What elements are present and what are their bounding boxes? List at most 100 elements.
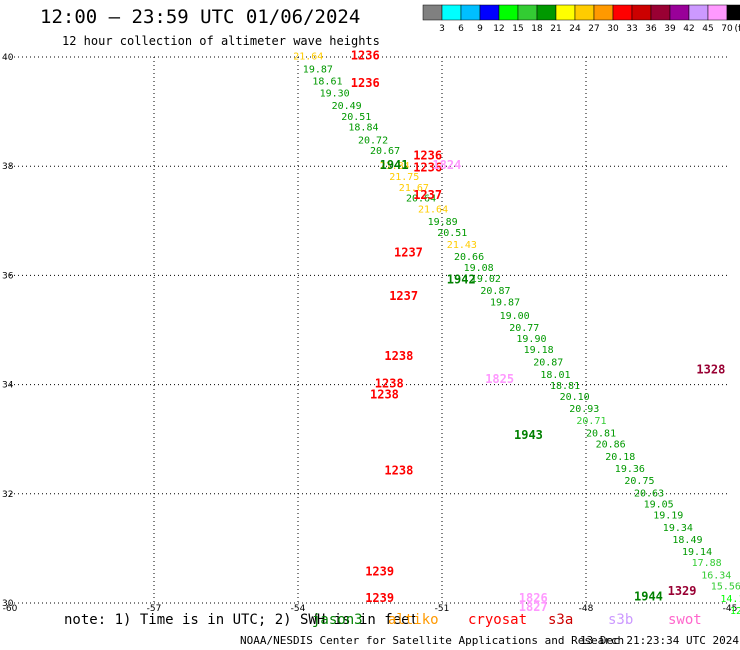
track-time-label: 1238 xyxy=(384,464,413,478)
wave-height-label: 20.81 xyxy=(586,428,616,439)
sat-swot: swot xyxy=(668,612,702,628)
colorbar-swatch xyxy=(707,4,728,21)
wave-height-label: 20.63 xyxy=(634,489,664,500)
sat-altiko: altiko xyxy=(388,612,439,628)
colorbar-swatch xyxy=(479,4,500,21)
track-time-label: 1826 xyxy=(519,591,548,605)
colorbar-tick-label: 45 xyxy=(702,24,713,34)
colorbar-tick-label: 18 xyxy=(531,24,543,34)
observation-labels: 21.6419.8718.6119.3020.4920.5118.8420.72… xyxy=(293,52,740,629)
wave-height-label: 21.75 xyxy=(389,172,419,183)
wave-height-label: 19.05 xyxy=(644,499,674,510)
y-tick-label: 34 xyxy=(2,381,14,391)
x-tick-label: -51 xyxy=(435,604,450,614)
colorbar-tick-label: 3 xyxy=(439,24,445,34)
colorbar-tick-label: 42 xyxy=(683,24,694,34)
wave-height-label: 15.56 xyxy=(711,581,740,592)
colorbar-tick-label: 27 xyxy=(588,24,599,34)
sat-cryosat: cryosat xyxy=(468,612,528,628)
wave-height-label: 20.66 xyxy=(454,252,484,263)
y-tick-label: 30 xyxy=(2,599,14,609)
colorbar-swatch xyxy=(441,4,462,21)
colorbar-swatch xyxy=(726,4,740,21)
axis-ticks: -60 -57 -54 -51 -48 -45 30 32 34 36 38 40 xyxy=(2,53,737,614)
footer-note: note: 1) Time is in UTC; 2) SWH is in fe… xyxy=(64,612,419,628)
sat-s3b: s3b xyxy=(608,612,634,628)
colorbar-tick-label: 21 xyxy=(550,24,561,34)
colorbar-swatch xyxy=(460,4,481,21)
colorbar-tick-label: 39 xyxy=(664,24,676,34)
wave-height-label: 21.64 xyxy=(293,52,323,63)
wave-height-label: 20.49 xyxy=(332,101,362,112)
y-tick-label: 36 xyxy=(2,271,14,281)
colorbar-swatch xyxy=(574,4,595,21)
wave-height-label: 20.64 xyxy=(406,194,436,205)
wave-height-label: 20.51 xyxy=(341,112,371,123)
sat-s3a: s3a xyxy=(548,612,574,628)
track-time-label: 1824 xyxy=(432,158,461,172)
wave-height-label: 19.34 xyxy=(663,523,693,534)
colorbar-tick-label: 70 xyxy=(721,24,733,34)
track-time-label: 1237 xyxy=(394,245,423,259)
track-time-label: 1238 xyxy=(370,387,399,401)
wave-height-label: 20.51 xyxy=(437,228,467,239)
wave-height-label: 20.77 xyxy=(509,323,539,334)
x-tick-label: -45 xyxy=(723,604,738,614)
track-time-label: 1825 xyxy=(485,372,514,386)
x-tick-label: -48 xyxy=(579,604,594,614)
wave-height-label: 18.61 xyxy=(312,76,342,87)
x-tick-label: -54 xyxy=(291,604,306,614)
track-time-label: 1237 xyxy=(413,188,442,202)
x-tick-label: -57 xyxy=(147,604,162,614)
track-time-labels: 1236123612361236123712371237123812381238… xyxy=(351,49,726,614)
colorbar-swatch xyxy=(612,4,633,21)
colorbar-swatch xyxy=(555,4,576,21)
colorbar-tick-label: 30 xyxy=(607,24,619,34)
track-time-label: 1941 xyxy=(380,158,409,172)
track-time-label: 1239 xyxy=(365,565,394,579)
colorbar-tick-label: 24 xyxy=(569,24,581,34)
wave-height-label: 20.86 xyxy=(596,439,626,450)
wave-height-label: 19.14 xyxy=(682,547,712,558)
wave-height-label: 20.87 xyxy=(533,357,563,368)
wave-height-label: 18.49 xyxy=(672,535,702,546)
chart-title: 12:00 — 23:59 UTC 01/06/2024 xyxy=(40,6,361,28)
wave-height-label: 21.64 xyxy=(418,205,448,216)
track-time-label: 1236 xyxy=(351,76,380,90)
colorbar-tick-label: 33 xyxy=(626,24,637,34)
wave-height-label: 19.18 xyxy=(524,345,554,356)
wave-height-label: 19.89 xyxy=(428,217,458,228)
track-time-label: 1943 xyxy=(514,428,543,442)
colorbar-tick-label: 36 xyxy=(645,24,657,34)
track-time-label: 1942 xyxy=(447,273,476,287)
wave-height-label: 20.75 xyxy=(624,476,654,487)
wave-height-label: 20.71 xyxy=(576,416,606,427)
wave-height-label: 19.30 xyxy=(320,88,350,99)
colorbar-tick-label: 15 xyxy=(512,24,523,34)
wave-height-label: 18.01 xyxy=(540,370,570,381)
wave-height-label: 19.90 xyxy=(516,334,546,345)
colorbar-swatch xyxy=(422,4,443,21)
wave-height-label: 19.19 xyxy=(653,510,683,521)
colorbar-swatch xyxy=(536,4,557,21)
wave-height-label: 21.84 xyxy=(380,161,410,172)
wave-height-label: 19.87 xyxy=(303,64,333,75)
track-time-label: 1328 xyxy=(696,363,725,377)
track-time-label: 1239 xyxy=(365,591,394,605)
wave-height-label: 14.11 xyxy=(720,594,740,605)
colorbar-swatch xyxy=(498,4,519,21)
track-time-label: 1236 xyxy=(413,161,442,175)
wave-height-label: 19.00 xyxy=(500,311,530,322)
colorbar-tick-label: 6 xyxy=(458,24,464,34)
colorbar-tick-label: 9 xyxy=(477,24,483,34)
track-time-label: 1329 xyxy=(668,584,697,598)
y-tick-label: 32 xyxy=(2,490,13,500)
colorbar-unit-label: (ft) xyxy=(734,24,740,34)
colorbar-swatch xyxy=(631,4,652,21)
wave-height-label: 20.10 xyxy=(560,392,590,403)
wave-height-label: 18.81 xyxy=(550,381,580,392)
wave-height-label: 17.88 xyxy=(692,558,722,569)
wave-height-label: 19.36 xyxy=(615,464,645,475)
